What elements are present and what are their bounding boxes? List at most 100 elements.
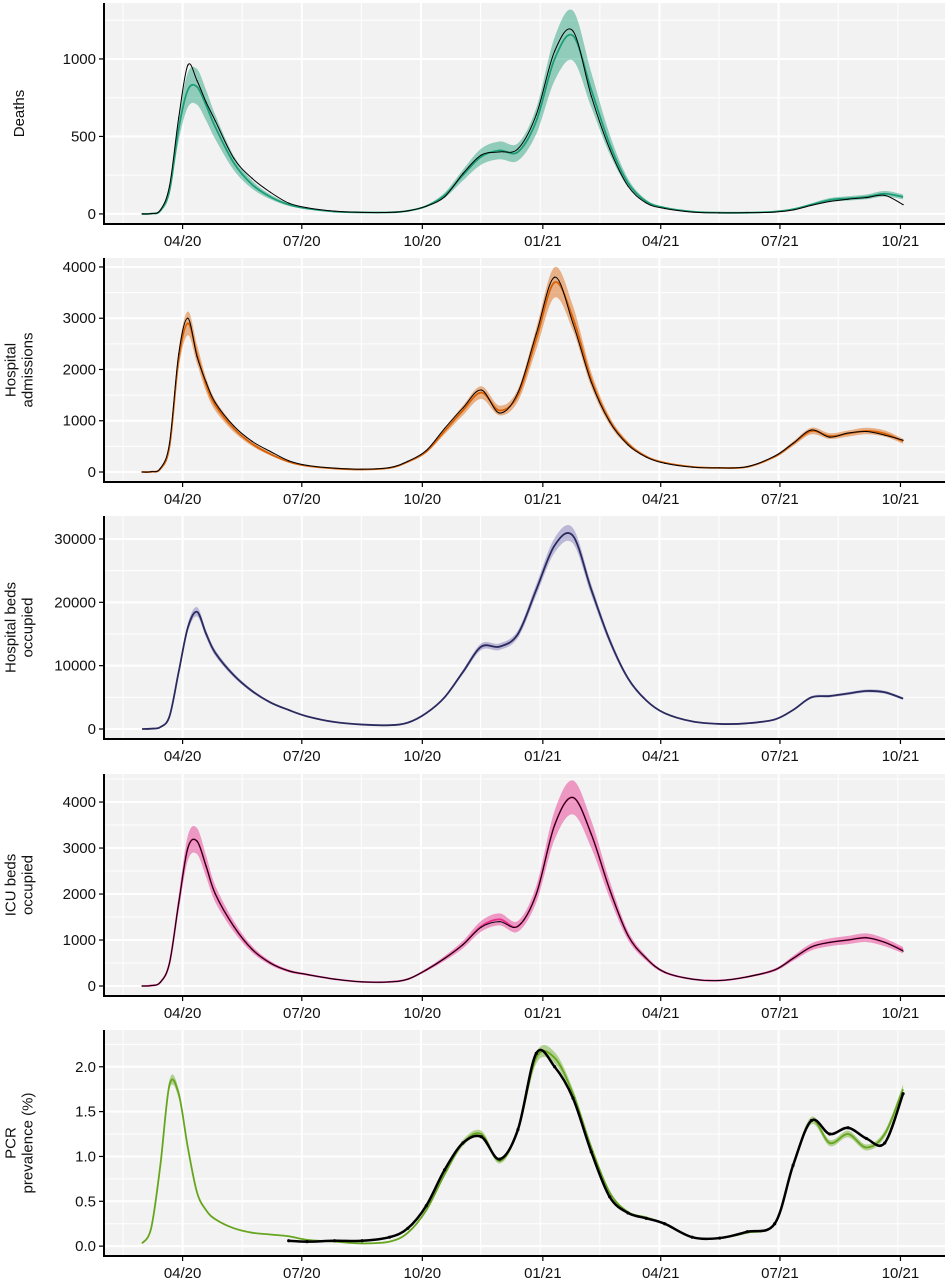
observed-point [269,962,271,964]
observed-point [590,833,592,835]
observed-point [719,212,721,214]
observed-point [305,1240,309,1244]
observed-point [462,944,464,946]
observed-point [442,1168,447,1172]
x-tick-label: 10/21 [882,748,920,765]
x-tick-label: 10/21 [882,233,920,250]
x-tick-label: 07/20 [283,491,321,508]
observed-point [719,979,721,982]
observed-point [791,1163,795,1168]
observed-point [554,824,556,826]
x-tick-label: 04/20 [164,1265,202,1280]
observed-point [288,970,290,972]
observed-point [233,925,235,927]
observed-point [792,209,794,211]
observed-point [443,957,446,960]
y-tick-label: 4000 [63,794,96,811]
observed-point [884,194,886,196]
observed-point [159,981,161,983]
observed-point [462,407,464,409]
observed-point [269,450,271,453]
observed-point [609,421,611,423]
observed-point [809,1118,813,1123]
observed-point [902,204,904,206]
observed-point [214,402,216,404]
y-tick-label: 2000 [63,886,96,903]
panel-0: 0 500 1000 04/20 07/20 10/20 01/21 04/21 07/21 10… [11,3,945,250]
observed-point [590,381,592,383]
y-tick-label: 1000 [63,51,96,68]
y-tick-label: 1000 [63,932,96,949]
observed-point [535,333,537,335]
observed-point [718,1236,722,1240]
observed-point [168,442,171,444]
x-tick-label: 07/21 [761,233,799,250]
observed-point [150,984,152,987]
observed-point [691,978,693,980]
x-tick-label: 04/20 [164,233,202,250]
observed-point [792,442,794,444]
observed-point [443,196,446,198]
x-tick-label: 10/20 [404,748,442,765]
y-axis-title: admissions [20,332,37,407]
model-line [141,532,904,730]
observed-point [480,389,482,391]
x-tick-label: 10/20 [404,1005,442,1022]
observed-point [902,439,904,441]
x-tick-label: 01/21 [524,748,562,765]
observed-point [205,101,207,103]
observed-point [828,1132,832,1136]
observed-point [554,276,556,278]
observed-point [269,191,271,193]
observed-point [609,888,611,891]
y-axis-title: occupied [20,855,37,915]
observed-point [196,80,198,82]
observed-point [214,120,216,122]
x-tick-label: 07/21 [761,1005,799,1022]
observed-point [902,950,904,952]
observed-point [884,941,886,943]
observed-point [846,1126,850,1130]
y-tick-label: 1.0 [75,1148,96,1165]
observed-point [141,471,143,473]
observed-point [141,213,143,215]
observed-point [425,969,427,971]
observed-point [499,151,501,153]
observed-point [407,978,409,980]
observed-point [288,460,290,462]
observed-point [746,466,748,468]
observed-point [589,1150,593,1154]
panel-background [104,1030,945,1256]
observed-point [517,925,519,927]
observed-point [196,840,198,842]
observed-point [691,211,693,213]
x-tick-label: 07/20 [283,748,321,765]
y-tick-label: 1.5 [75,1104,96,1121]
y-tick-label: 500 [71,128,96,145]
observed-point [361,211,363,213]
observed-point [150,213,152,215]
observed-point [333,467,336,469]
observed-point [388,981,391,983]
observed-point [141,985,143,987]
observed-point [571,1096,575,1100]
observed-point [498,1157,502,1161]
y-tick-label: 2.0 [75,1059,96,1076]
observed-point [572,796,574,799]
panel-background [104,3,945,224]
observed-point [627,185,629,187]
x-tick-label: 04/20 [164,1005,202,1022]
observed-point [251,177,253,179]
y-axis-title: Deaths [11,90,28,138]
y-tick-label: 3000 [63,840,96,857]
observed-point [719,467,721,469]
observed-point [774,969,776,971]
observed-point [554,50,556,52]
y-tick-label: 10000 [54,658,96,675]
observed-point [178,902,180,904]
observed-point [829,941,831,943]
observed-point [424,1204,428,1208]
observed-point [645,456,647,458]
observed-point [884,434,886,436]
x-tick-label: 04/21 [642,233,680,250]
